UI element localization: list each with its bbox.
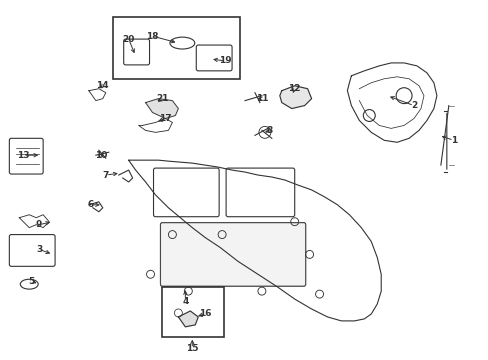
- Polygon shape: [279, 86, 311, 109]
- Text: 9: 9: [36, 220, 42, 229]
- Text: 17: 17: [159, 114, 171, 123]
- Text: 1: 1: [450, 136, 456, 145]
- Text: 20: 20: [122, 35, 135, 44]
- Text: 18: 18: [146, 32, 159, 41]
- Text: 7: 7: [102, 171, 109, 180]
- Text: 3: 3: [36, 245, 42, 254]
- Text: 16: 16: [199, 310, 211, 319]
- Text: 5: 5: [28, 277, 34, 286]
- Text: 14: 14: [96, 81, 109, 90]
- Polygon shape: [145, 99, 178, 118]
- Text: 19: 19: [218, 57, 231, 66]
- Text: 2: 2: [410, 101, 416, 110]
- Text: 4: 4: [182, 297, 188, 306]
- FancyBboxPatch shape: [160, 223, 305, 286]
- Polygon shape: [178, 311, 198, 327]
- Text: 6: 6: [87, 200, 94, 209]
- Text: 10: 10: [95, 151, 107, 160]
- Text: 11: 11: [255, 94, 267, 103]
- Text: 13: 13: [17, 151, 29, 160]
- Text: 21: 21: [156, 94, 168, 103]
- Text: 8: 8: [266, 126, 272, 135]
- Text: 15: 15: [185, 344, 198, 353]
- Text: 12: 12: [288, 84, 300, 93]
